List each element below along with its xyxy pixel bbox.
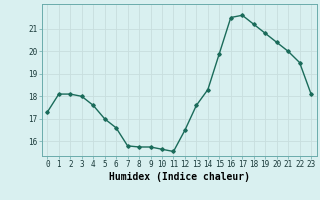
X-axis label: Humidex (Indice chaleur): Humidex (Indice chaleur) (109, 172, 250, 182)
